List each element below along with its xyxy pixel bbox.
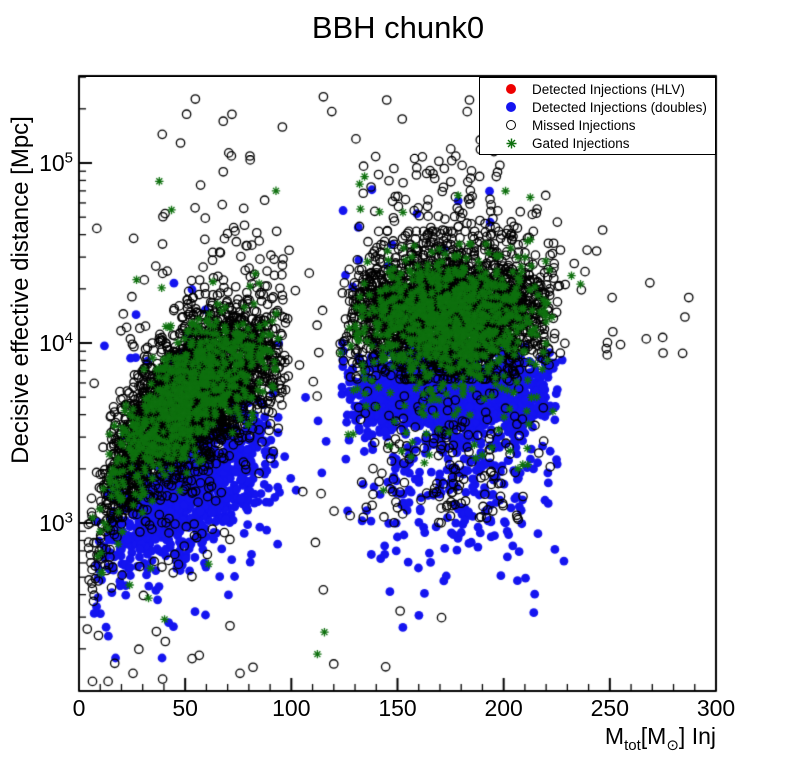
legend-row: Detected Injections (doubles) xyxy=(480,98,715,116)
legend-label: Missed Injections xyxy=(532,117,636,133)
x-axis-title-part: M xyxy=(604,723,625,749)
x-tick-label: 200 xyxy=(484,695,523,721)
x-tick-label: 250 xyxy=(590,695,630,721)
y-tick-label: 103 xyxy=(39,509,73,536)
y-tick-label: 105 xyxy=(39,149,73,176)
star-marker-icon xyxy=(500,138,522,149)
y-tick-label: 104 xyxy=(39,329,73,356)
x-axis-title-part: [M xyxy=(640,723,667,749)
x-axis-title: Mtot[M⊙] Inj xyxy=(604,723,716,753)
legend-label: Detected Injections (HLV) xyxy=(532,81,685,97)
open-circle-marker-icon xyxy=(500,120,522,130)
legend-label: Detected Injections (doubles) xyxy=(532,99,707,115)
filled-circle-marker-icon xyxy=(500,102,522,112)
legend: Detected Injections (HLV) Detected Inject… xyxy=(479,77,716,155)
x-tick-label: 0 xyxy=(72,695,86,721)
y-axis-title: Decisive effective distance [Mpc] xyxy=(7,116,34,464)
x-axis-title-part: ⊙ xyxy=(666,737,679,754)
x-axis-title-part: ] Inj xyxy=(678,723,716,749)
x-tick-label: 300 xyxy=(696,695,736,721)
x-tick-label: 150 xyxy=(378,695,417,721)
legend-row: Detected Injections (HLV) xyxy=(480,80,715,98)
x-axis-title-part: tot xyxy=(624,737,641,754)
x-tick-label: 50 xyxy=(172,695,198,721)
x-tick-label: 100 xyxy=(272,695,311,721)
plot-title: BBH chunk0 xyxy=(311,10,485,45)
legend-row: Gated Injections xyxy=(480,134,715,152)
legend-row: Missed Injections xyxy=(480,116,715,134)
filled-circle-marker-icon xyxy=(500,84,522,94)
legend-label: Gated Injections xyxy=(532,135,630,151)
